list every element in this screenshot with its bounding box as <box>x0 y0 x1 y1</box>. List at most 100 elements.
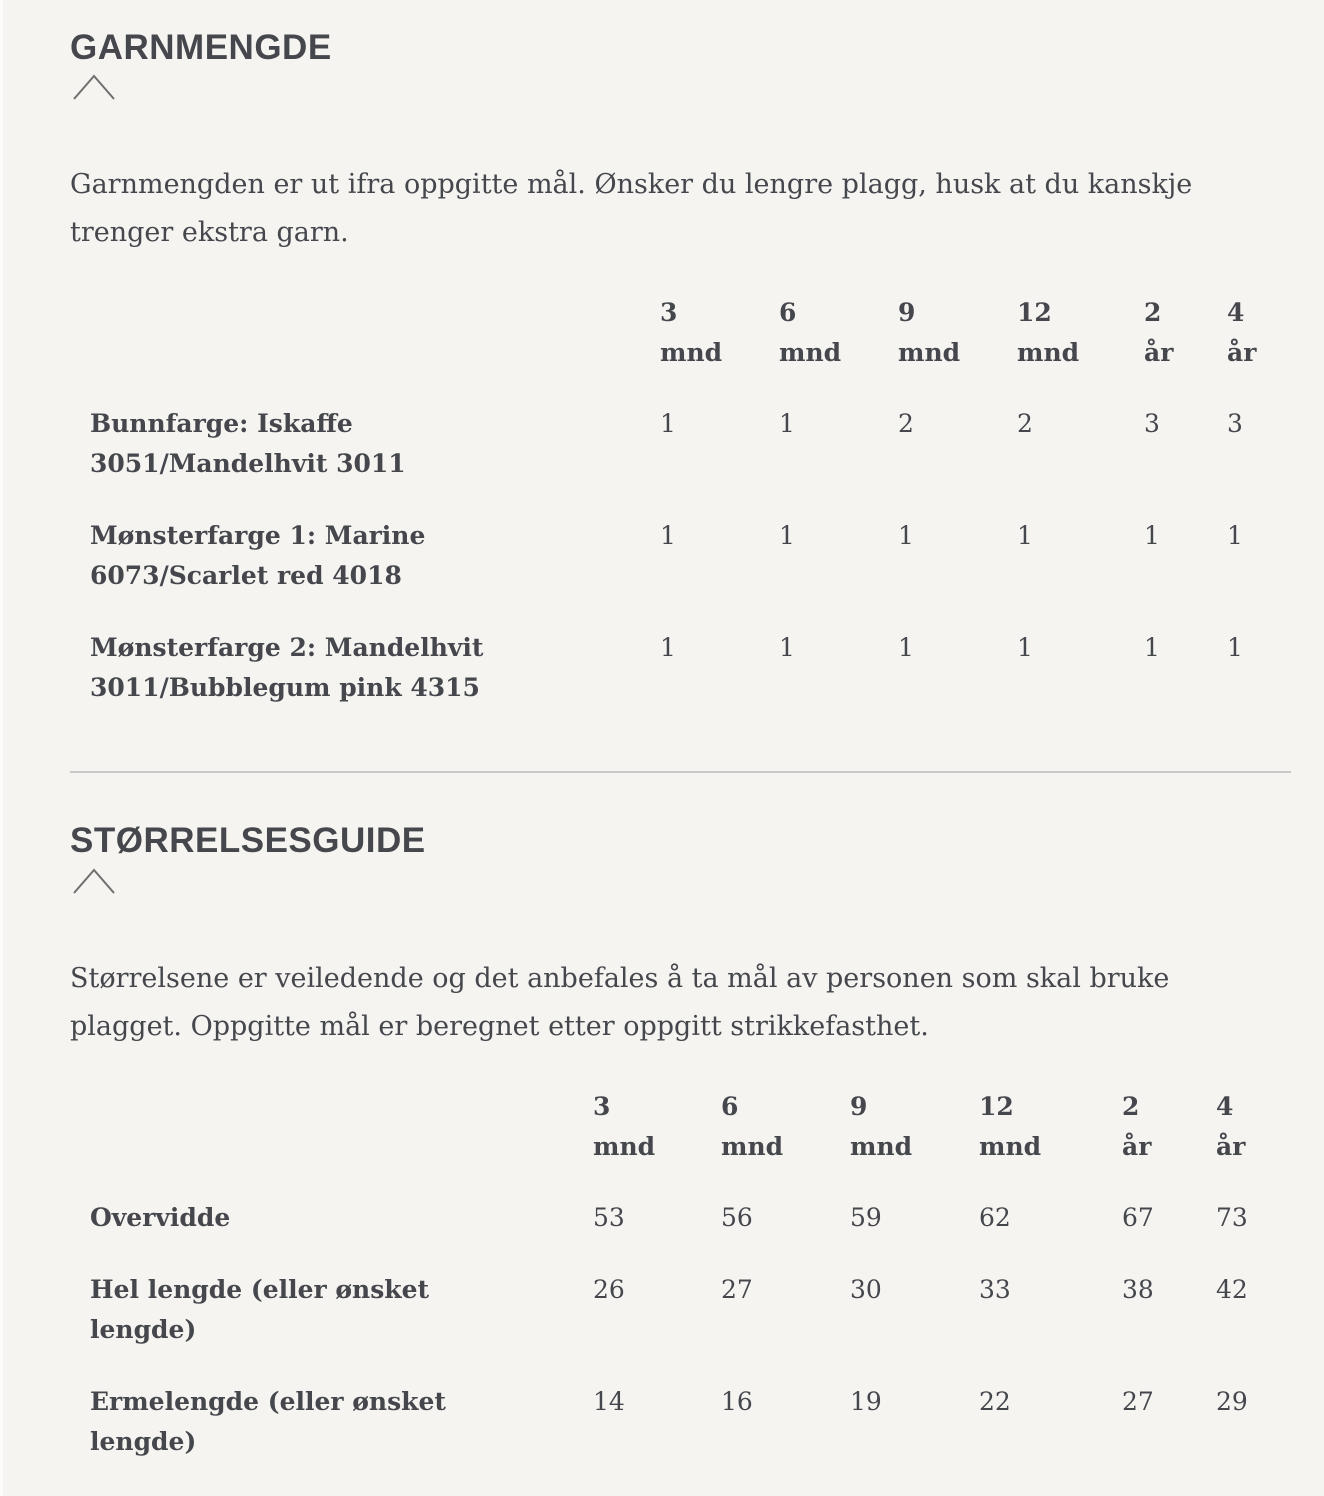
table-cell: 1 <box>1144 633 1160 662</box>
row-label-line: lengde) <box>90 1427 197 1456</box>
row-label: Overvidde <box>90 1198 593 1238</box>
table-cell: 22 <box>979 1387 1011 1416</box>
table-cell: 2 <box>1017 409 1033 438</box>
size-header-line: mnd <box>850 1132 913 1161</box>
table-header-row: 3 mnd 6 mnd 9 mnd 12 mnd 2 år 4 år <box>90 1087 1245 1167</box>
yarn-section-title: GARNMENGDE <box>70 28 332 67</box>
size-header-line: 6 <box>721 1092 739 1121</box>
size-header: 6 mnd <box>779 293 898 373</box>
table-cell: 73 <box>1216 1203 1248 1232</box>
size-header-line: mnd <box>721 1132 784 1161</box>
row-label-line: 3051/Mandelhvit 3011 <box>90 449 406 478</box>
table-cell: 1 <box>1017 633 1033 662</box>
row-label: Mønsterfarge 1: Marine 6073/Scarlet red 4… <box>90 516 660 596</box>
size-header-line: mnd <box>898 338 961 367</box>
table-cell: 1 <box>779 521 795 550</box>
table-cell: 1 <box>660 521 676 550</box>
size-header-line: 12 <box>1017 298 1052 327</box>
table-cell: 29 <box>1216 1387 1248 1416</box>
row-label: Ermelengde (eller ønsket lengde) <box>90 1382 593 1462</box>
row-label-line: lengde) <box>90 1315 197 1344</box>
size-header: 4 år <box>1227 293 1256 373</box>
size-header: 12 mnd <box>1017 293 1144 373</box>
table-cell: 27 <box>721 1275 753 1304</box>
table-cell: 1 <box>1227 521 1243 550</box>
row-label-line: Mønsterfarge 2: Mandelhvit <box>90 633 484 662</box>
row-label-line: Ermelengde (eller ønsket <box>90 1387 446 1416</box>
size-header-line: mnd <box>779 338 842 367</box>
size-header-line: 4 <box>1216 1092 1234 1121</box>
size-header: 3 mnd <box>593 1087 721 1167</box>
table-cell: 26 <box>593 1275 625 1304</box>
table-cell: 1 <box>779 633 795 662</box>
table-cell: 14 <box>593 1387 625 1416</box>
table-cell: 38 <box>1122 1275 1154 1304</box>
table-cell: 1 <box>1227 633 1243 662</box>
table-cell: 30 <box>850 1275 882 1304</box>
size-header: 6 mnd <box>721 1087 850 1167</box>
size-header-line: 9 <box>850 1092 868 1121</box>
size-guide-title: STØRRELSESGUIDE <box>70 821 426 860</box>
row-label: Bunnfarge: Iskaffe 3051/Mandelhvit 3011 <box>90 404 660 484</box>
row-label-line: Hel lengde (eller ønsket <box>90 1275 430 1304</box>
row-label-line: 3011/Bubblegum pink 4315 <box>90 673 480 702</box>
size-guide-description: Størrelsene er veiledende og det anbefal… <box>70 963 1170 1042</box>
size-header-line: år <box>1227 338 1257 367</box>
table-cell: 67 <box>1122 1203 1154 1232</box>
size-header: 2 år <box>1122 1087 1216 1167</box>
size-header-line: år <box>1144 338 1174 367</box>
size-header-line: mnd <box>593 1132 656 1161</box>
table-cell: 19 <box>850 1387 882 1416</box>
row-label-line: Bunnfarge: Iskaffe <box>90 409 353 438</box>
table-row: Overvidde 53 56 59 62 67 73 <box>90 1198 1248 1238</box>
table-cell: 1 <box>660 633 676 662</box>
table-cell: 27 <box>1122 1387 1154 1416</box>
table-cell: 3 <box>1144 409 1160 438</box>
header-empty-cell <box>90 293 660 373</box>
chevron-up-icon[interactable] <box>73 72 115 100</box>
table-cell: 33 <box>979 1275 1011 1304</box>
table-cell: 42 <box>1216 1275 1248 1304</box>
table-row: Mønsterfarge 1: Marine 6073/Scarlet red 4… <box>90 516 1243 596</box>
size-header: 4 år <box>1216 1087 1245 1167</box>
table-cell: 2 <box>898 409 914 438</box>
table-cell: 1 <box>779 409 795 438</box>
table-cell: 62 <box>979 1203 1011 1232</box>
table-row: Hel lengde (eller ønsket lengde) 26 27 30 33 3… <box>90 1270 1248 1350</box>
size-header: 9 mnd <box>850 1087 979 1167</box>
row-label-line: Overvidde <box>90 1203 231 1232</box>
table-cell: 1 <box>660 409 676 438</box>
table-row: Mønsterfarge 2: Mandelhvit 3011/Bubblegum… <box>90 628 1243 708</box>
size-header-line: 9 <box>898 298 916 327</box>
table-cell: 1 <box>898 521 914 550</box>
table-row: Bunnfarge: Iskaffe 3051/Mandelhvit 3011 1 1… <box>90 404 1243 484</box>
table-header-row: 3 mnd 6 mnd 9 mnd 12 mnd 2 år 4 år <box>90 293 1256 373</box>
row-label-line: Mønsterfarge 1: Marine <box>90 521 426 550</box>
yarn-description: Garnmengden er ut ifra oppgitte mål. Øns… <box>70 169 1193 248</box>
size-header-line: 2 <box>1144 298 1162 327</box>
section-divider <box>70 771 1291 773</box>
row-label: Mønsterfarge 2: Mandelhvit 3011/Bubblegum… <box>90 628 660 708</box>
size-header: 12 mnd <box>979 1087 1122 1167</box>
size-header-line: mnd <box>1017 338 1080 367</box>
row-label: Hel lengde (eller ønsket lengde) <box>90 1270 593 1350</box>
chevron-up-icon[interactable] <box>73 866 115 894</box>
size-header-line: år <box>1122 1132 1152 1161</box>
table-cell: 3 <box>1227 409 1243 438</box>
size-header-line: mnd <box>660 338 723 367</box>
size-header-line: mnd <box>979 1132 1042 1161</box>
size-header-line: 4 <box>1227 298 1245 327</box>
table-cell: 16 <box>721 1387 753 1416</box>
size-header: 9 mnd <box>898 293 1017 373</box>
table-row: Ermelengde (eller ønsket lengde) 14 16 19 22 2… <box>90 1382 1248 1462</box>
table-cell: 1 <box>1144 521 1160 550</box>
table-cell: 53 <box>593 1203 625 1232</box>
table-cell: 59 <box>850 1203 882 1232</box>
size-header-line: 3 <box>660 298 678 327</box>
size-header: 2 år <box>1144 293 1227 373</box>
size-header-line: 2 <box>1122 1092 1140 1121</box>
header-empty-cell <box>90 1087 593 1167</box>
row-label-line: 6073/Scarlet red 4018 <box>90 561 402 590</box>
size-header-line: år <box>1216 1132 1246 1161</box>
size-header-line: 6 <box>779 298 797 327</box>
